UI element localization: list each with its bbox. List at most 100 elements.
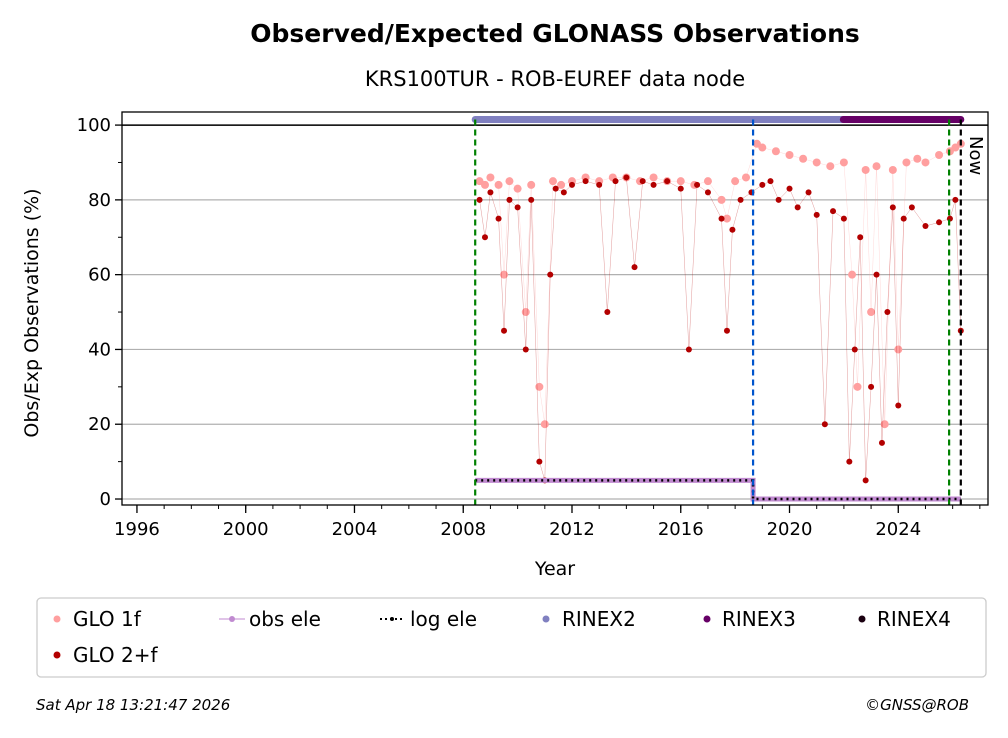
point-glo-2-f [694,181,701,188]
point-glo-2-f [878,439,885,446]
point-glo-2-f [889,204,896,211]
point-glo-2-f [786,185,793,192]
point-glo-1f [521,308,530,317]
point-glo-2-f [631,264,638,271]
point-glo-2-f [528,196,535,203]
legend-marker-rinex3 [703,615,711,623]
point-glo-2-f [495,215,502,222]
point-glo-2-f [767,178,774,185]
point-glo-2-f [596,181,603,188]
point-glo-2-f [718,215,725,222]
y-tick-label: 20 [88,414,111,435]
point-glo-1f [513,184,522,193]
point-glo-1f [717,195,726,204]
point-glo-1f [839,158,848,167]
point-glo-2-f [895,402,902,409]
point-glo-1f [880,420,889,429]
point-glo-1f [888,165,897,174]
plot-frame [121,111,989,506]
point-glo-1f [799,154,808,163]
point-glo-2-f [729,226,736,233]
point-glo-1f [535,382,544,391]
point-glo-2-f [582,178,589,185]
series-line-glo-2-f [479,177,962,481]
point-glo-2-f [685,346,692,353]
point-glo-1f [540,420,549,429]
x-tick-label: 2016 [658,519,704,540]
point-glo-2-f [821,421,828,428]
point-glo-1f [649,173,658,182]
point-glo-2-f [481,234,488,241]
footer-timestamp: Sat Apr 18 13:21:47 2026 [36,696,230,714]
point-glo-1f [867,308,876,317]
now-label: Now [965,136,986,175]
point-glo-2-f [650,181,657,188]
point-glo-1f [894,345,903,354]
point-glo-2-f [704,189,711,196]
point-glo-1f [913,154,922,163]
point-glo-1f [921,158,930,167]
point-glo-1f [480,180,489,189]
point-glo-2-f [908,204,915,211]
legend: GLO 1f obs ele log ele RINEX2 RINEX3 RIN… [36,597,987,678]
point-glo-2-f [952,196,959,203]
point-glo-2-f [900,215,907,222]
point-glo-2-f [723,327,730,334]
point-glo-1f [853,382,862,391]
point-glo-1f [676,177,685,186]
y-axis-label: Obs/Exp Observations (%) [21,188,43,437]
chart-subtitle: KRS100TUR - ROB-EUREF data node [365,67,745,91]
legend-label-obs-ele: obs ele [249,607,321,631]
point-glo-1f [785,151,794,160]
chart-title: Observed/Expected GLONASS Observations [250,19,860,48]
point-glo-2-f [604,309,611,316]
legend-marker-glo2f [53,651,61,659]
point-glo-2-f [759,181,766,188]
point-glo-1f [935,151,944,160]
y-tick-label: 80 [88,190,111,211]
point-glo-1f [505,177,514,186]
legend-label-rinex3: RINEX3 [722,607,796,631]
legend-label-glo2f: GLO 2+f [73,643,159,667]
point-glo-1f [742,173,751,182]
legend-marker-rinex2 [542,615,550,623]
point-glo-2-f [487,189,494,196]
point-glo-1f [848,270,857,279]
legend-label-rinex2: RINEX2 [562,607,636,631]
x-axis-label: Year [534,558,575,580]
y-tick-label: 0 [100,489,111,510]
point-glo-1f [872,162,881,171]
point-glo-2-f [522,346,529,353]
point-glo-1f [861,165,870,174]
x-tick-label: 1996 [114,519,160,540]
point-glo-2-f [506,196,513,203]
point-glo-1f [500,270,509,279]
point-glo-1f [812,158,821,167]
legend-marker-glo1f [53,615,61,623]
series-obs-ele [475,477,961,502]
footer-copyright: ©GNSS@ROB [865,696,969,714]
series-line-glo-1f [479,143,961,425]
point-glo-2-f [664,178,671,185]
x-tick-label: 2020 [767,519,813,540]
point-glo-1f [771,147,780,156]
point-glo-2-f [813,211,820,218]
point-glo-2-f [568,181,575,188]
series-log-ele [475,479,961,501]
x-tick-label: 2024 [875,519,921,540]
point-glo-2-f [775,196,782,203]
point-glo-2-f [794,204,801,211]
point-glo-2-f [830,208,837,215]
point-glo-2-f [805,189,812,196]
point-glo-2-f [851,346,858,353]
x-tick-label: 2008 [440,519,486,540]
point-glo-2-f [677,185,684,192]
x-tick-label: 2012 [549,519,595,540]
point-glo-2-f [737,196,744,203]
legend-label-glo1f: GLO 1f [73,607,142,631]
point-glo-1f [494,180,503,189]
point-glo-1f [902,158,911,167]
point-glo-1f [826,162,835,171]
point-glo-1f [557,180,566,189]
